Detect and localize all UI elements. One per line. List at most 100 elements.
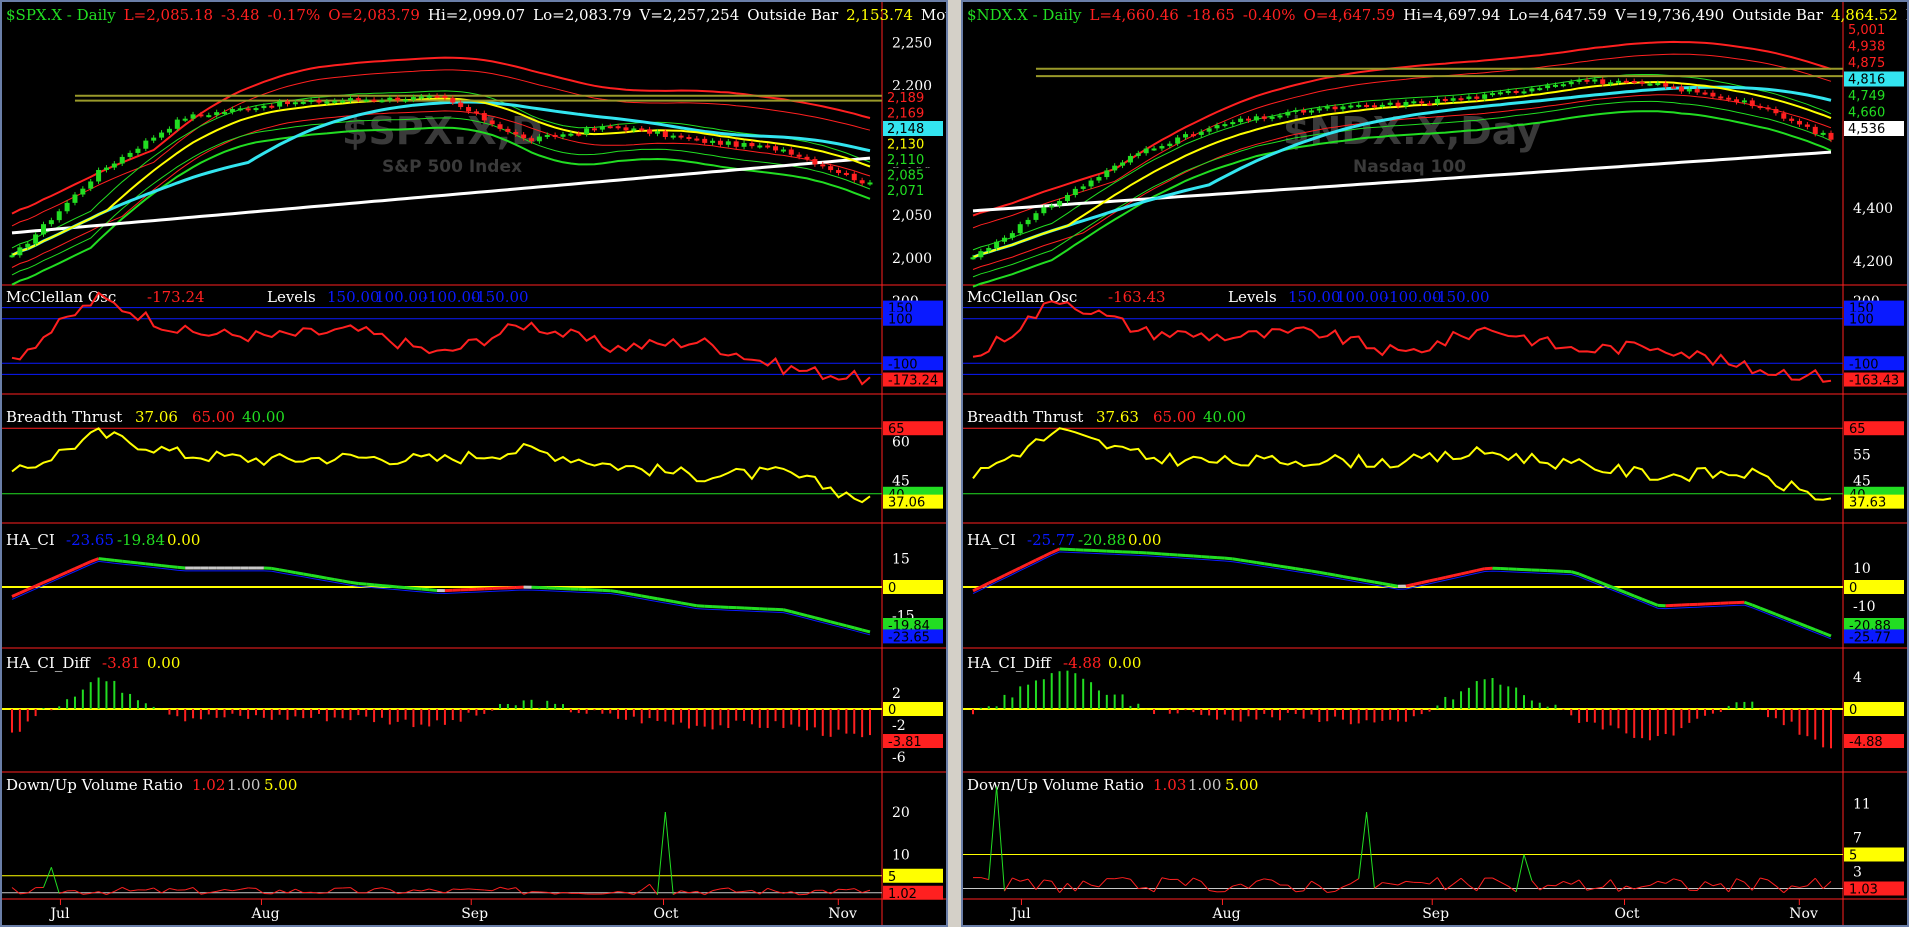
candle-body [135, 148, 141, 153]
haci-badge-bg [883, 629, 943, 644]
volratio-segment [515, 887, 524, 895]
mcclellan-level: 100.00 [1336, 288, 1389, 306]
mcclellan-badge-bg [883, 372, 943, 387]
haci-segment [342, 579, 351, 584]
volratio-segment [468, 888, 477, 891]
volratio-segment [1515, 854, 1525, 892]
candle-body [1474, 96, 1480, 99]
yellow-moving-average [11, 97, 871, 257]
haci-diff-badge: 0 [888, 703, 896, 718]
volratio-segment [1563, 880, 1572, 885]
price-badge: 4,938 [1848, 40, 1885, 55]
haci-segment [413, 586, 422, 591]
haci-badge-bg [1844, 629, 1904, 644]
breadth-badge: 37.06 [888, 496, 925, 511]
haci-segment [1169, 552, 1178, 557]
volratio-segment [1295, 890, 1304, 893]
haci-segment [1146, 551, 1155, 555]
candle-body [387, 97, 393, 101]
volratio-segment [429, 888, 438, 892]
volratio-segment [19, 892, 28, 895]
volratio-segment [1256, 878, 1265, 882]
haci-segment [1342, 575, 1352, 580]
volratio-segment [1421, 882, 1430, 885]
candle-body [843, 172, 849, 175]
volratio-tick: 3 [1853, 865, 1862, 881]
volratio-segment [1712, 883, 1721, 887]
haci-diff-badge: 0 [1849, 703, 1857, 718]
volratio-segment [1035, 879, 1045, 890]
candle-body [434, 95, 440, 98]
volratio-label: Down/Up Volume Ratio [967, 776, 1144, 794]
candle-body [1592, 79, 1598, 82]
haci-segment [672, 600, 682, 605]
haci-segment [1578, 572, 1588, 579]
haci-segment [19, 588, 29, 595]
candle-body [56, 211, 62, 221]
haci-segment [980, 581, 990, 589]
volratio-segment [114, 886, 123, 892]
cyan-moving-average [972, 85, 1832, 259]
candle-body [1741, 100, 1747, 103]
price-badge-bg [1844, 104, 1904, 120]
volratio-segment [295, 888, 304, 894]
haci-segment [680, 601, 690, 606]
breadth-badge: 37.63 [1849, 496, 1886, 511]
ndx-chart-panel[interactable]: $NDX.X - Daily L=4,660.46 -18.65 -0.40% O=4,… [961, 0, 1909, 927]
long-moving-average [11, 156, 871, 235]
header-tail: M ... [1906, 6, 1907, 24]
breadth-line [11, 427, 871, 504]
haci-segment [161, 564, 170, 568]
candle-body [1403, 101, 1409, 107]
haci-segment [641, 594, 650, 599]
candle-body [1175, 137, 1181, 144]
candle-body [1277, 115, 1283, 118]
header-Lo: Lo=4,647.59 [1508, 6, 1606, 24]
mcclellan-line [972, 300, 1832, 383]
volratio-segment [1602, 879, 1611, 888]
candle-body [1513, 90, 1519, 93]
volratio-segment [1610, 879, 1619, 892]
haci-diff-tick: 4 [1853, 670, 1862, 686]
candle-body [1017, 224, 1023, 234]
mcclellan-level: -150.00 [471, 288, 529, 306]
candle-body [544, 134, 550, 137]
haci-segment [1806, 625, 1816, 632]
candle-body [1797, 120, 1803, 125]
volratio-segment [791, 891, 800, 896]
haci-segment [27, 584, 37, 591]
candle-body [269, 105, 275, 108]
candle-body [9, 255, 15, 258]
haci-segment [129, 560, 139, 565]
volratio-segment [1429, 877, 1438, 885]
header-V: V=2,257,254 [639, 6, 740, 24]
candle-body [851, 173, 857, 181]
candle-body [159, 132, 165, 138]
haci-segment [790, 610, 800, 616]
price-badge-bg [1844, 88, 1904, 103]
haci-segment [1437, 575, 1446, 581]
haci-segment [1161, 552, 1170, 556]
candle-body [1364, 104, 1370, 107]
haci-diff-v1: -3.81 [102, 654, 140, 672]
candle-body [379, 100, 385, 103]
month-label: Nov [828, 906, 857, 922]
volratio-segment [153, 887, 162, 894]
mcclellan-level: 150.00 [327, 288, 380, 306]
volratio-segment [381, 887, 390, 890]
candle-body [1726, 97, 1732, 100]
volratio-segment [712, 888, 721, 892]
volratio-segment [680, 890, 690, 894]
spx-chart-panel[interactable]: $SPX.X - Daily L=2,085.18 -3.48 -0.17% O=2,0… [0, 0, 948, 927]
breadth-label: Breadth Thrust [967, 408, 1083, 426]
candle-body [426, 95, 432, 98]
breadth-label: Breadth Thrust [6, 408, 122, 426]
volratio-segment [405, 889, 414, 894]
volratio-segment [775, 890, 784, 894]
candle-body [1631, 81, 1637, 84]
mcclellan-levels-label: Levels [1228, 288, 1277, 306]
candle-body [725, 141, 731, 145]
breadth-badge-bg [883, 421, 943, 436]
haci-segment [1586, 575, 1596, 582]
candle-body [1096, 177, 1102, 181]
